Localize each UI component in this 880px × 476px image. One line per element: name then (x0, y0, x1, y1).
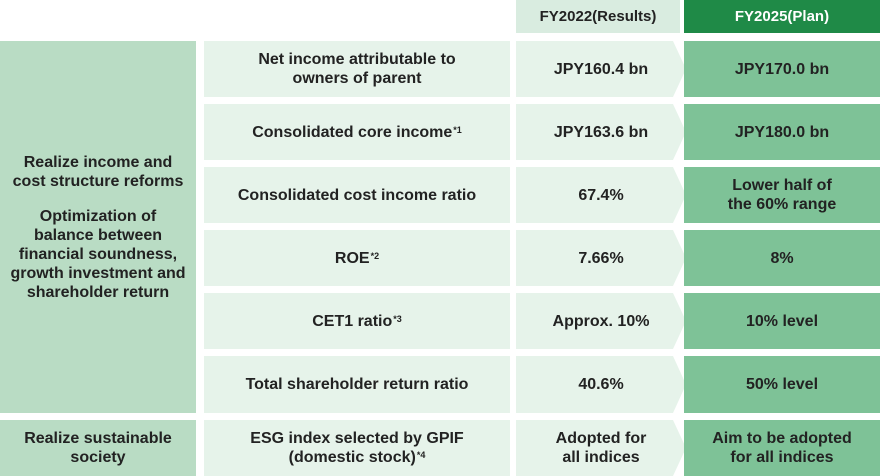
header-results: FY2022(Results) (516, 0, 680, 33)
result-core-income: JPY163.6 bn (516, 104, 686, 160)
plan-net-income: JPY170.0 bn (684, 41, 880, 97)
plan-line: Lower half of (732, 177, 832, 194)
category-line: cost structure reforms (12, 172, 184, 190)
row-label-roe: ROE *2 (204, 230, 510, 286)
footnote-mark: *1 (453, 124, 462, 135)
row-label-cost-income-ratio: Consolidated cost income ratio (204, 167, 510, 223)
plan-esg-index: Aim to be adopted for all indices (684, 420, 880, 476)
category-line: growth investment and (10, 264, 186, 282)
label-text: Consolidated core income (252, 123, 453, 141)
category-line: shareholder return (26, 283, 170, 301)
plan-line: the 60% range (727, 196, 837, 213)
category-line: Optimization of (39, 207, 157, 225)
result-cost-income-ratio: 67.4% (516, 167, 686, 223)
header-plan: FY2025(Plan) (684, 0, 880, 33)
result-line: Adopted for (555, 430, 647, 447)
row-label-cet1-ratio: CET1 ratio *3 (204, 293, 510, 349)
label-text: (domestic stock) (288, 449, 416, 466)
row-label-core-income: Consolidated core income *1 (204, 104, 510, 160)
footnote-mark: *4 (416, 450, 426, 460)
category-line: Realize income and (23, 153, 173, 171)
row-label-shareholder-return: Total shareholder return ratio (204, 356, 510, 413)
footnote-mark: *2 (370, 250, 380, 261)
category-income-reform: Realize income and cost structure reform… (0, 41, 196, 413)
result-net-income: JPY160.4 bn (516, 41, 686, 97)
category-line: society (70, 449, 126, 466)
label-line: ESG index selected by GPIF (250, 430, 464, 447)
category-line: financial soundness, (18, 245, 178, 263)
label-text: CET1 ratio (312, 312, 393, 330)
row-label-net-income: Net income attributable to owners of par… (204, 41, 510, 97)
label-line: Net income attributable to (258, 51, 456, 68)
label-line: (domestic stock)*4 (289, 448, 426, 467)
result-esg-index: Adopted for all indices (516, 420, 686, 476)
plan-line: Aim to be adopted (712, 430, 852, 447)
plan-cet1-ratio: 10% level (684, 293, 880, 349)
result-roe: 7.66% (516, 230, 686, 286)
footnote-mark: *3 (393, 313, 402, 324)
result-line: all indices (562, 449, 640, 466)
result-shareholder-return: 40.6% (516, 356, 686, 413)
plan-roe: 8% (684, 230, 880, 286)
category-line: balance between (33, 226, 163, 244)
row-label-esg-index: ESG index selected by GPIF (domestic sto… (204, 420, 510, 476)
plan-shareholder-return: 50% level (684, 356, 880, 413)
plan-line: for all indices (730, 449, 834, 466)
label-line: owners of parent (292, 70, 422, 87)
result-cet1-ratio: Approx. 10% (516, 293, 686, 349)
plan-core-income: JPY180.0 bn (684, 104, 880, 160)
label-text: ROE (334, 249, 370, 267)
category-line: Realize sustainable (24, 430, 172, 447)
plan-cost-income-ratio: Lower half of the 60% range (684, 167, 880, 223)
category-sustainable-society: Realize sustainable society (0, 420, 196, 476)
